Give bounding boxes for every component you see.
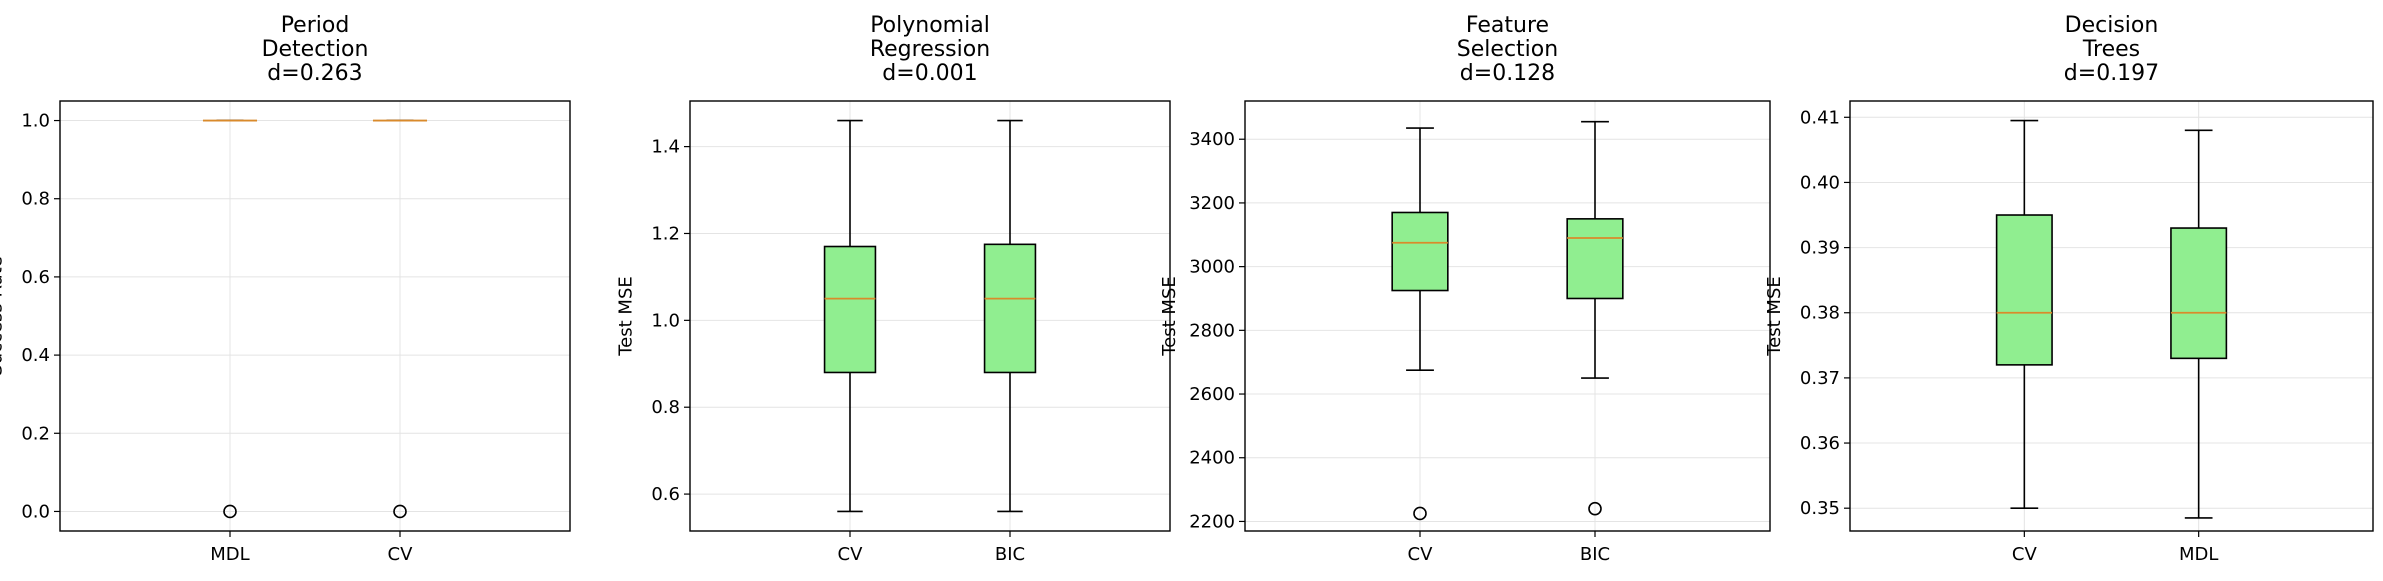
x-tick-label: CV bbox=[388, 544, 414, 565]
y-tick-label: 0.35 bbox=[1800, 498, 1840, 519]
plot-frame bbox=[59, 100, 571, 532]
y-axis-label: Test MSE bbox=[1159, 276, 1180, 357]
panel-2: CV BIC 0.6 0.8 1.0 1.2 1.4 Test MSE PolynomialRe… bbox=[616, 13, 1171, 565]
y-tick-label: 0.2 bbox=[21, 423, 50, 444]
plot-frame bbox=[1244, 100, 1771, 532]
box-mdl bbox=[2170, 129, 2228, 519]
y-axis-label: Test MSE bbox=[1764, 276, 1785, 357]
panel-title-line: d=0.001 bbox=[882, 61, 977, 86]
box-cv bbox=[372, 119, 428, 519]
y-tick-label: 0.0 bbox=[21, 501, 50, 522]
panel-title-line: Selection bbox=[1457, 37, 1558, 62]
box-cv bbox=[1391, 127, 1449, 521]
box-body bbox=[1391, 211, 1449, 292]
outlier-point bbox=[393, 504, 407, 519]
y-tick-label: 1.0 bbox=[651, 310, 680, 331]
x-tick-label: BIC bbox=[1580, 544, 1610, 565]
x-tick-label: CV bbox=[2012, 544, 2038, 565]
y-tick-label: 0.41 bbox=[1800, 107, 1840, 128]
y-tick-label: 2600 bbox=[1189, 384, 1235, 405]
outlier-point bbox=[223, 504, 237, 519]
y-tick-label: 0.8 bbox=[21, 189, 50, 210]
y-tick-label: 2400 bbox=[1189, 448, 1235, 469]
y-tick-label: 3200 bbox=[1189, 193, 1235, 214]
y-tick-label: 1.0 bbox=[21, 111, 50, 132]
panel-title-line: Trees bbox=[2082, 37, 2140, 62]
box-body bbox=[983, 243, 1037, 374]
y-tick-label: 0.37 bbox=[1800, 368, 1840, 389]
panel-title-line: Regression bbox=[870, 37, 990, 62]
y-tick-label: 0.4 bbox=[21, 345, 50, 366]
panel-title-line: Detection bbox=[262, 37, 369, 62]
y-tick-label: 0.36 bbox=[1800, 433, 1840, 454]
y-axis-label: Test MSE bbox=[616, 276, 637, 357]
x-tick-label: BIC bbox=[995, 544, 1025, 565]
y-tick-label: 3400 bbox=[1189, 129, 1235, 150]
y-tick-label: 0.39 bbox=[1800, 238, 1840, 259]
box-body bbox=[1995, 214, 2053, 366]
panel-title-line: d=0.263 bbox=[267, 61, 362, 86]
x-tick-label: CV bbox=[838, 544, 864, 565]
panel-title-line: Feature bbox=[1466, 13, 1549, 38]
y-axis-label: Success Rate bbox=[0, 256, 7, 375]
panel-title-line: d=0.197 bbox=[2064, 61, 2159, 86]
x-tick-label: MDL bbox=[210, 544, 249, 565]
y-tick-label: 2200 bbox=[1189, 511, 1235, 532]
y-tick-label: 1.2 bbox=[651, 223, 680, 244]
box-mdl bbox=[202, 119, 258, 519]
y-tick-label: 1.4 bbox=[651, 137, 680, 158]
x-tick-label: CV bbox=[1408, 544, 1434, 565]
y-tick-label: 2800 bbox=[1189, 320, 1235, 341]
box-bic bbox=[1566, 120, 1624, 516]
box-cv bbox=[1995, 119, 2053, 509]
y-tick-label: 3000 bbox=[1189, 257, 1235, 278]
y-tick-label: 0.6 bbox=[651, 484, 680, 505]
panel-1: MDL CV 0.0 0.2 0.4 0.6 0.8 1.0 Success Rate Perio… bbox=[0, 13, 571, 565]
y-tick-label: 0.8 bbox=[651, 397, 680, 418]
x-tick-label: MDL bbox=[2179, 544, 2218, 565]
plot-frame bbox=[1849, 100, 2374, 532]
box-body bbox=[823, 245, 877, 374]
y-tick-label: 0.6 bbox=[21, 267, 50, 288]
panel-title-line: Period bbox=[281, 13, 350, 38]
box-bic bbox=[983, 119, 1037, 513]
box-body bbox=[1566, 218, 1624, 300]
y-tick-label: 0.38 bbox=[1800, 303, 1840, 324]
y-tick-label: 0.40 bbox=[1800, 172, 1840, 193]
box-body bbox=[2170, 227, 2228, 360]
panel-title-line: Polynomial bbox=[870, 13, 990, 38]
panel-3: CV BIC 2200 2400 2600 2800 3000 3200 3400 Test MS… bbox=[1159, 13, 1771, 565]
panel-title-line: Decision bbox=[2065, 13, 2159, 38]
outlier-point bbox=[1413, 506, 1427, 521]
panel-title-line: d=0.128 bbox=[1460, 61, 1555, 86]
panel-4: CV MDL 0.35 0.36 0.37 0.38 0.39 0.40 0.41 Test MS… bbox=[1764, 13, 2374, 565]
plot-frame bbox=[689, 100, 1171, 532]
box-cv bbox=[823, 119, 877, 513]
outlier-point bbox=[1588, 501, 1602, 516]
